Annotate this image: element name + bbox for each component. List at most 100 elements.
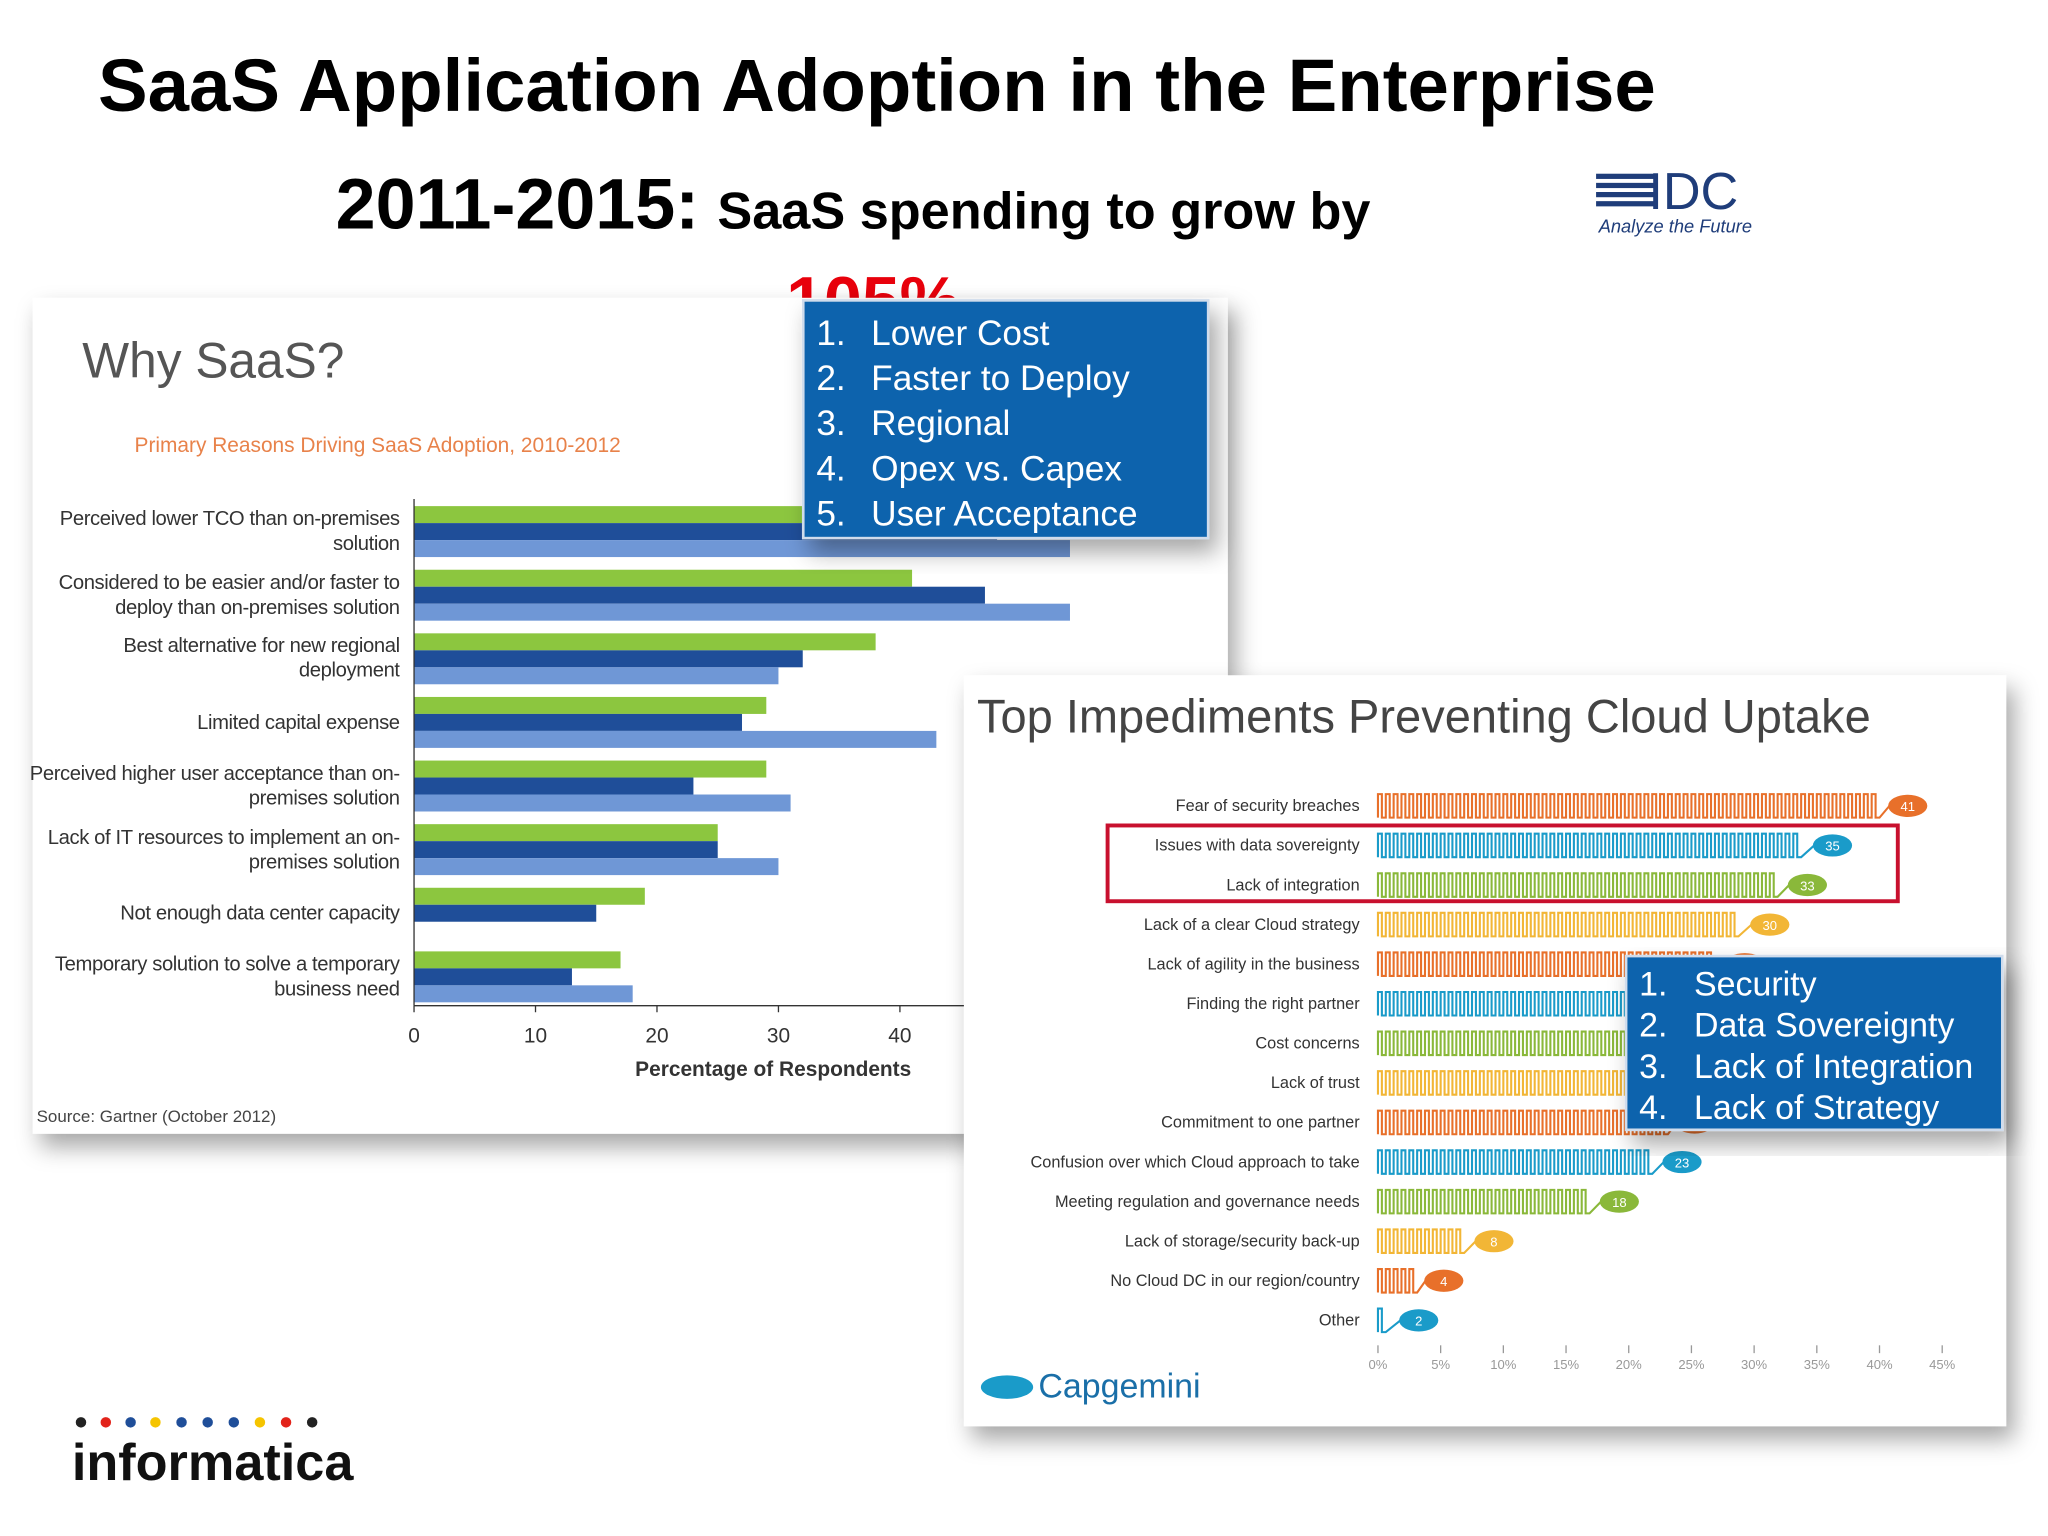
y-tick-label: Lack of storage/security back-up [1125,1232,1360,1250]
bar [1376,793,1891,819]
callout-item: Lower Cost [871,314,1049,353]
x-tick-label: 20% [1616,1357,1643,1372]
x-tick-label: 10 [524,1024,547,1047]
bar [414,904,597,922]
slide-subtitle: 2011-2015: SaaS spending to grow by [336,165,1371,245]
value-bubble [1750,913,1790,936]
value-label: 23 [1675,1155,1690,1170]
y-tick-label: Considered to be easier and/or faster to… [58,571,400,619]
callout-background [1624,954,2004,1132]
value-label: 41 [1900,799,1915,814]
value-bubble [1888,794,1928,817]
x-tick-label: 15% [1553,1357,1580,1372]
chart-subtitle: Primary Reasons Driving SaaS Adoption, 2… [135,434,621,457]
callout-number: 3. [816,404,845,443]
x-tick-label: 35% [1804,1357,1831,1372]
callout: 1. Security 2. Data Sovereignty 3. Lack of In… [1624,954,2004,1132]
value-label: 4 [1440,1274,1447,1289]
value-bubble [1599,1190,1639,1213]
y-tick-label: Confusion over which Cloud approach to t… [1031,1153,1360,1171]
bar [414,777,694,795]
x-axis-label: Percentage of Respondents [635,1058,911,1081]
x-tick-label: 0% [1369,1357,1388,1372]
callout: 1. Lower Cost 2. Faster to Deploy 3. Regional… [801,299,1210,540]
bar [414,824,718,842]
bar [414,569,913,587]
callout-number: 3. [1639,1048,1667,1086]
callout-number: 1. [1639,965,1667,1003]
value-bubble [1662,1150,1702,1174]
value-label: 30 [1763,918,1778,933]
idc-tagline: Analyze the Future [1598,215,1752,236]
x-tick-label: 20 [645,1024,668,1047]
callout-item: User Acceptance [871,495,1137,534]
subtitle-text: SaaS spending to grow by [717,183,1370,241]
bar [1376,1109,1678,1136]
bar [414,760,767,778]
callout-item: Faster to Deploy [871,359,1130,398]
callout-number: 4. [1639,1089,1667,1127]
bar [1376,872,1790,898]
bar [1376,1307,1402,1334]
bar [1376,911,1753,938]
callout-item: Opex vs. Capex [871,449,1122,488]
bar [414,713,743,731]
footer-logo: informatica [72,1434,355,1492]
bar [414,540,1070,558]
bar [1376,832,1815,859]
y-tick-label: Temporary solution to solve a temporary … [54,953,400,1001]
category-label-box: Considered to be easier and/or faster to… [58,571,400,619]
y-tick-label: Issues with data sovereignty [1155,837,1361,855]
y-tick-label: Lack of trust [1271,1074,1360,1092]
bar [414,696,767,714]
value-bubble [1399,1309,1439,1332]
value-label: 35 [1825,839,1840,854]
callout-item: Security [1694,965,1817,1003]
bar [1376,1188,1602,1215]
y-tick-label: Lack of agility in the business [1147,955,1359,973]
callout-number: 5. [816,495,845,534]
category-label-box: Best alternative for new regional deploy… [123,635,400,683]
bar [414,887,645,905]
year-span: 2011-2015: [336,165,699,245]
y-tick-label: Commitment to one partner [1161,1114,1360,1132]
y-tick-label: Perceived higher user acceptance than on… [29,762,400,810]
category-label-box: Not enough data center capacity [120,902,399,924]
x-tick-label: 45% [1929,1357,1956,1372]
value-bubble [1424,1269,1464,1292]
category-label-box: Limited capital expense [197,711,400,734]
value-bubble [1474,1230,1514,1253]
y-tick-label: Limited capital expense [197,711,400,734]
callout-item: Regional [871,404,1010,443]
value-label: 18 [1612,1195,1627,1210]
bar [414,985,633,1003]
category-label-box: Perceived lower TCO than on-premises sol… [59,508,400,556]
callout-number: 2. [816,359,845,398]
callout-number: 1. [816,314,845,353]
informatica-logo: informatica [72,1417,355,1492]
value-bubble [1787,873,1828,897]
y-tick-label: Meeting regulation and governance needs [1055,1193,1360,1211]
value-bubble [1812,834,1853,857]
idc-logo: IDC Analyze the Future [1596,163,1752,236]
y-tick-label: Perceived lower TCO than on-premises sol… [59,508,400,556]
bar [414,951,621,969]
bar [414,841,718,859]
callout-background [801,299,1210,540]
value-label: 2 [1415,1314,1422,1329]
y-tick-label: Best alternative for new regional deploy… [123,635,400,683]
bar [414,633,876,651]
x-tick-label: 30 [767,1024,790,1047]
bar [1376,1149,1665,1175]
bar [414,586,985,604]
bar [1376,1267,1427,1294]
x-tick-label: 25% [1678,1357,1705,1372]
bar [414,968,572,986]
bar [414,667,779,685]
y-tick-label: Finding the right partner [1186,995,1360,1013]
y-tick-label: Lack of IT resources to implement an on-… [47,826,400,874]
x-tick-label: 40 [888,1024,911,1047]
chart-title: Top Impediments Preventing Cloud Uptake [977,690,1871,743]
bar [414,650,803,668]
